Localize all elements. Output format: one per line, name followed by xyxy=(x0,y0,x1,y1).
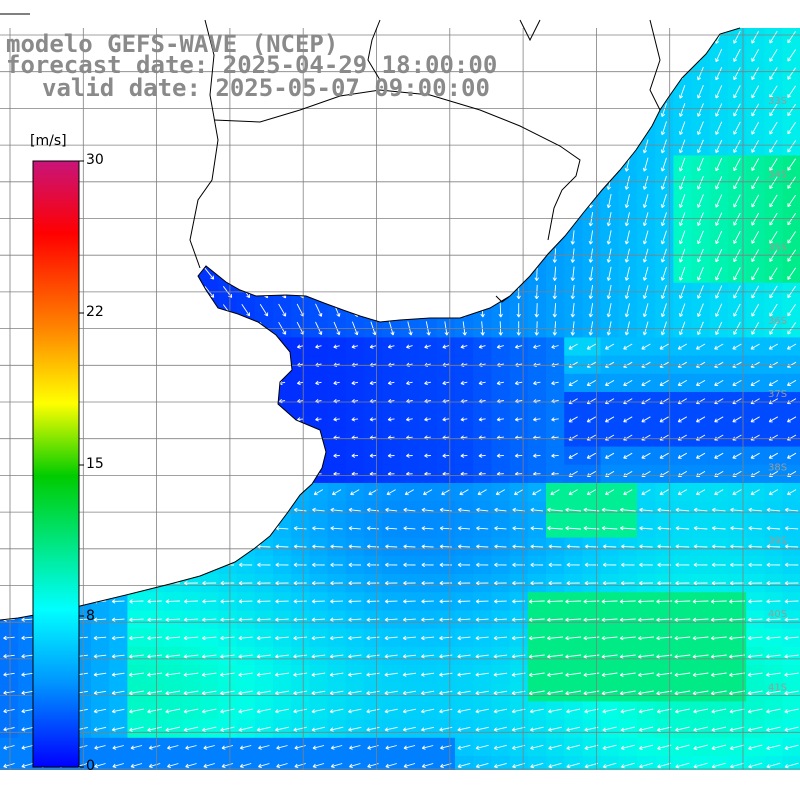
latitude-label: 39S xyxy=(768,536,787,547)
colorbar-unit: [m/s] xyxy=(30,133,67,149)
title-valid-date: valid date: 2025-05-07 09:00:00 xyxy=(42,74,490,102)
colorbar-tick-15: 15 xyxy=(86,456,104,472)
colorbar-tick-8: 8 xyxy=(86,608,95,624)
colorbar-tick-22: 22 xyxy=(86,304,104,320)
latitude-label: 37S xyxy=(768,389,787,400)
latitude-label: 40S xyxy=(768,609,787,620)
latitude-label: 33S xyxy=(768,96,787,107)
latitude-label: 41S xyxy=(768,682,787,693)
colorbar xyxy=(32,160,84,768)
latitude-label: 38S xyxy=(768,463,787,474)
colorbar-tick-30: 30 xyxy=(86,152,104,168)
latitude-label: 36S xyxy=(768,316,787,327)
latitude-label: 34S xyxy=(768,169,787,180)
colorbar-gradient xyxy=(32,160,80,768)
colorbar-tick-0: 0 xyxy=(86,758,95,774)
latitude-label: 35S xyxy=(768,243,787,254)
